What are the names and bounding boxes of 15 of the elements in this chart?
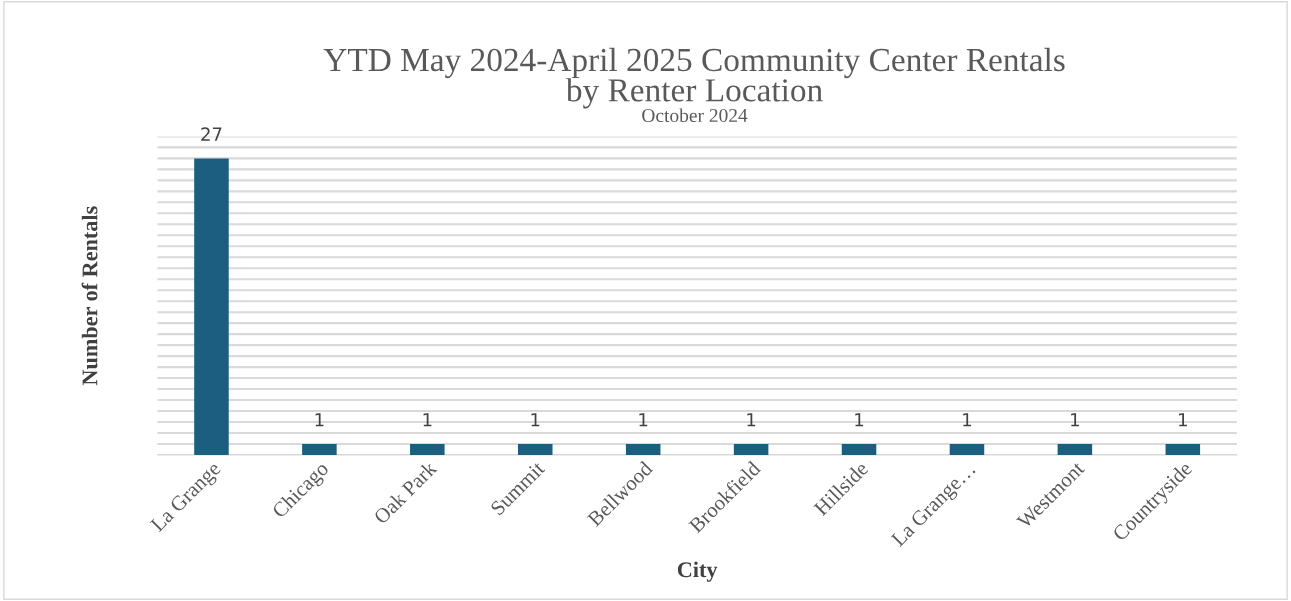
x-axis-title: City	[677, 561, 718, 582]
data-label: 1	[855, 413, 864, 427]
data-label: 1	[639, 413, 648, 427]
data-label: 1	[963, 413, 972, 427]
chart-subtitle: October 2024	[642, 108, 748, 123]
data-label: 1	[1179, 413, 1187, 427]
chart-title: YTD May 2024-April 2025 Community Center Rentals by Renter Location	[323, 47, 1065, 109]
data-label: 27	[201, 127, 222, 141]
data-label: 1	[423, 413, 432, 427]
data-label: 1	[531, 413, 540, 427]
data-label: 1	[1071, 413, 1079, 427]
data-label: 1	[315, 413, 324, 427]
data-label: 1	[747, 413, 756, 427]
x-tick-label: Oak Park	[372, 459, 438, 525]
y-axis-title: Number of Rentals	[81, 206, 98, 386]
